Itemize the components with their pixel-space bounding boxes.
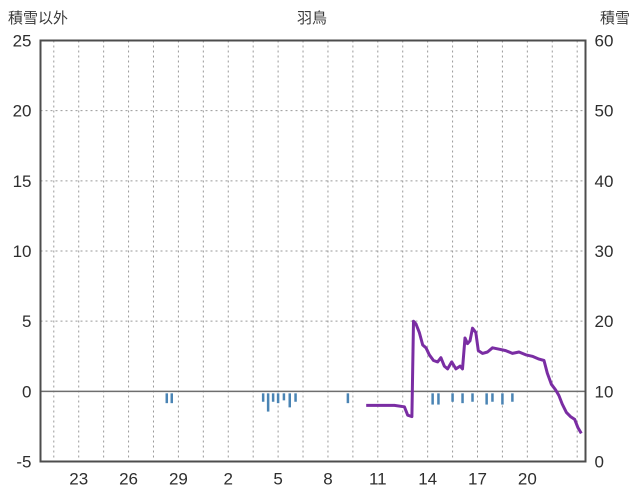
- left-axis-tick-label: 25: [13, 32, 32, 51]
- left-axis-tick-label: 10: [13, 242, 32, 261]
- right-axis-title: 積雪: [599, 10, 630, 27]
- left-axis-title: 積雪以外: [8, 10, 69, 27]
- x-axis-tick-label: 8: [323, 470, 332, 489]
- x-axis-tick-label: 17: [468, 470, 487, 489]
- x-axis-tick-label: 2: [224, 470, 233, 489]
- snow-depth-line: [366, 319, 583, 435]
- x-axis-tick-label: 20: [518, 470, 537, 489]
- right-axis-tick-label: 40: [595, 172, 614, 191]
- left-axis-tick-label: 15: [13, 172, 32, 191]
- x-axis-tick-label: 5: [273, 470, 282, 489]
- x-axis-tick-label: 26: [119, 470, 138, 489]
- right-axis-tick-label: 30: [595, 242, 614, 261]
- left-axis-tick-label: 5: [22, 312, 31, 331]
- right-axis-tick-label: 0: [595, 453, 604, 472]
- left-axis-tick-label: 0: [22, 382, 31, 401]
- plot-border: [39, 39, 587, 463]
- left-axis-tick-label: -5: [16, 453, 31, 472]
- x-axis-tick-label: 11: [369, 470, 387, 489]
- right-axis-tick-label: 50: [595, 102, 614, 121]
- right-axis-tick-label: 60: [595, 32, 614, 51]
- x-axis-tick-label: 29: [169, 470, 188, 489]
- right-axis-tick-label: 20: [595, 312, 614, 331]
- right-axis-tick-label: 10: [595, 382, 614, 401]
- chart-title: 羽鳥: [296, 10, 328, 27]
- x-axis-tick-label: 23: [69, 470, 88, 489]
- x-axis-tick-label: 14: [418, 470, 437, 489]
- left-axis-tick-label: 20: [13, 102, 32, 121]
